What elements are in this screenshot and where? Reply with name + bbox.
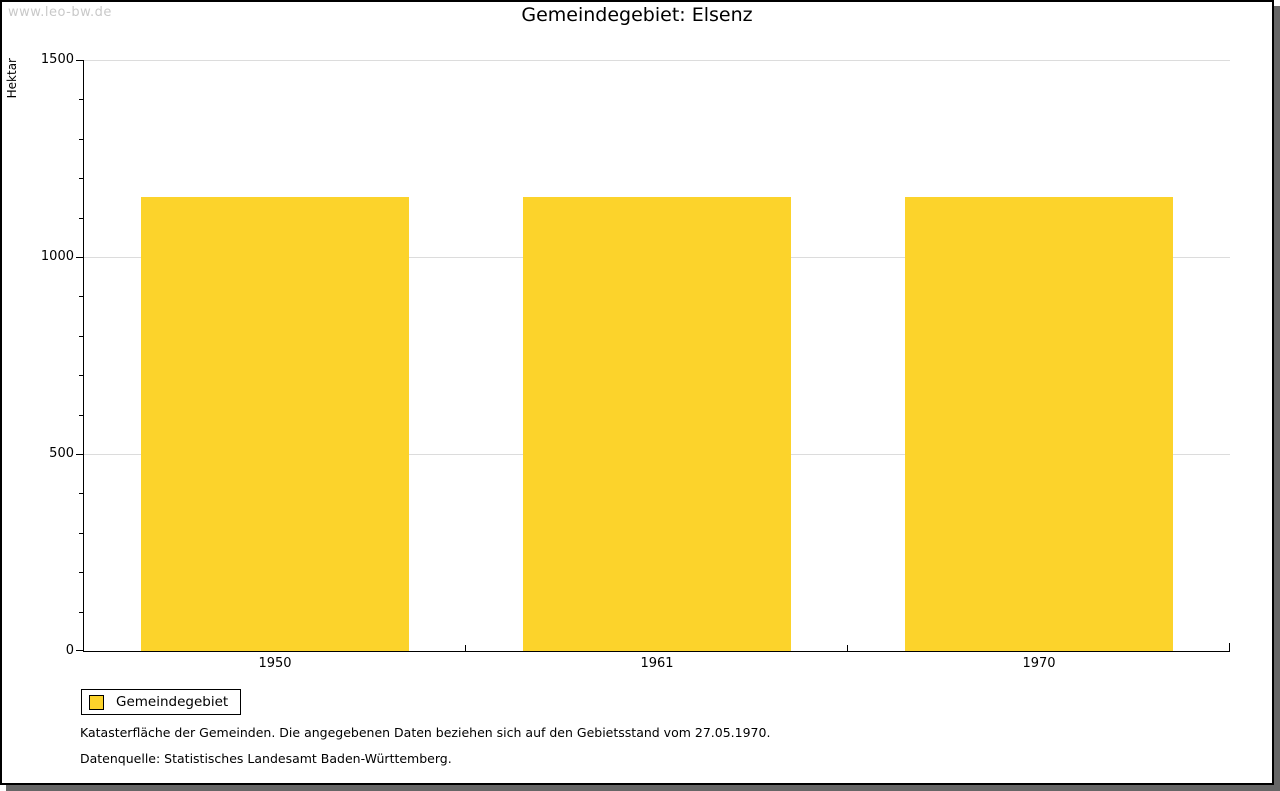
legend-swatch-icon [89, 694, 104, 710]
y-minor-tick [79, 138, 83, 140]
y-minor-tick [79, 375, 83, 377]
footnote-source-note: Katasterfläche der Gemeinden. Die angege… [80, 725, 771, 740]
bar-1950 [141, 196, 409, 651]
y-tick-label: 1500 [40, 52, 74, 67]
y-minor-tick [79, 296, 83, 298]
y-tick-label: 500 [49, 446, 74, 461]
y-minor-tick [79, 217, 83, 219]
y-minor-tick [79, 572, 83, 574]
bar-1970 [905, 196, 1173, 651]
legend: Gemeindegebiet [81, 689, 242, 715]
x-tick-label: 1961 [640, 656, 674, 671]
footnote-data-source: Datenquelle: Statistisches Landesamt Bad… [80, 751, 452, 766]
chart-title: Gemeindegebiet: Elsenz [521, 4, 753, 26]
x-boundary-tick [847, 645, 848, 651]
y-major-tick [76, 60, 83, 61]
gridline [84, 60, 1230, 61]
bar-1961 [523, 196, 791, 651]
y-minor-tick [79, 611, 83, 613]
y-minor-tick [79, 335, 83, 337]
watermark: www.leo-bw.de [8, 5, 112, 20]
y-major-tick [76, 257, 83, 258]
y-tick-label: 0 [65, 643, 74, 658]
y-minor-tick [79, 532, 83, 534]
y-tick-label: 1000 [40, 249, 74, 264]
y-minor-tick [79, 178, 83, 180]
plot-area: 0 500 1000 1500 1950 1961 1970 [41, 52, 1230, 671]
x-tick-label: 1950 [258, 656, 292, 671]
y-minor-tick [79, 414, 83, 416]
y-minor-tick [79, 493, 83, 495]
legend-label: Gemeindegebiet [116, 694, 229, 710]
x-boundary-tick [465, 645, 466, 651]
y-major-tick [76, 454, 83, 455]
y-axis-title: Hektar [5, 58, 19, 99]
y-major-tick [76, 650, 83, 651]
x-tick-label: 1970 [1022, 656, 1056, 671]
x-boundary-tick [1229, 643, 1230, 651]
y-minor-tick [79, 99, 83, 101]
